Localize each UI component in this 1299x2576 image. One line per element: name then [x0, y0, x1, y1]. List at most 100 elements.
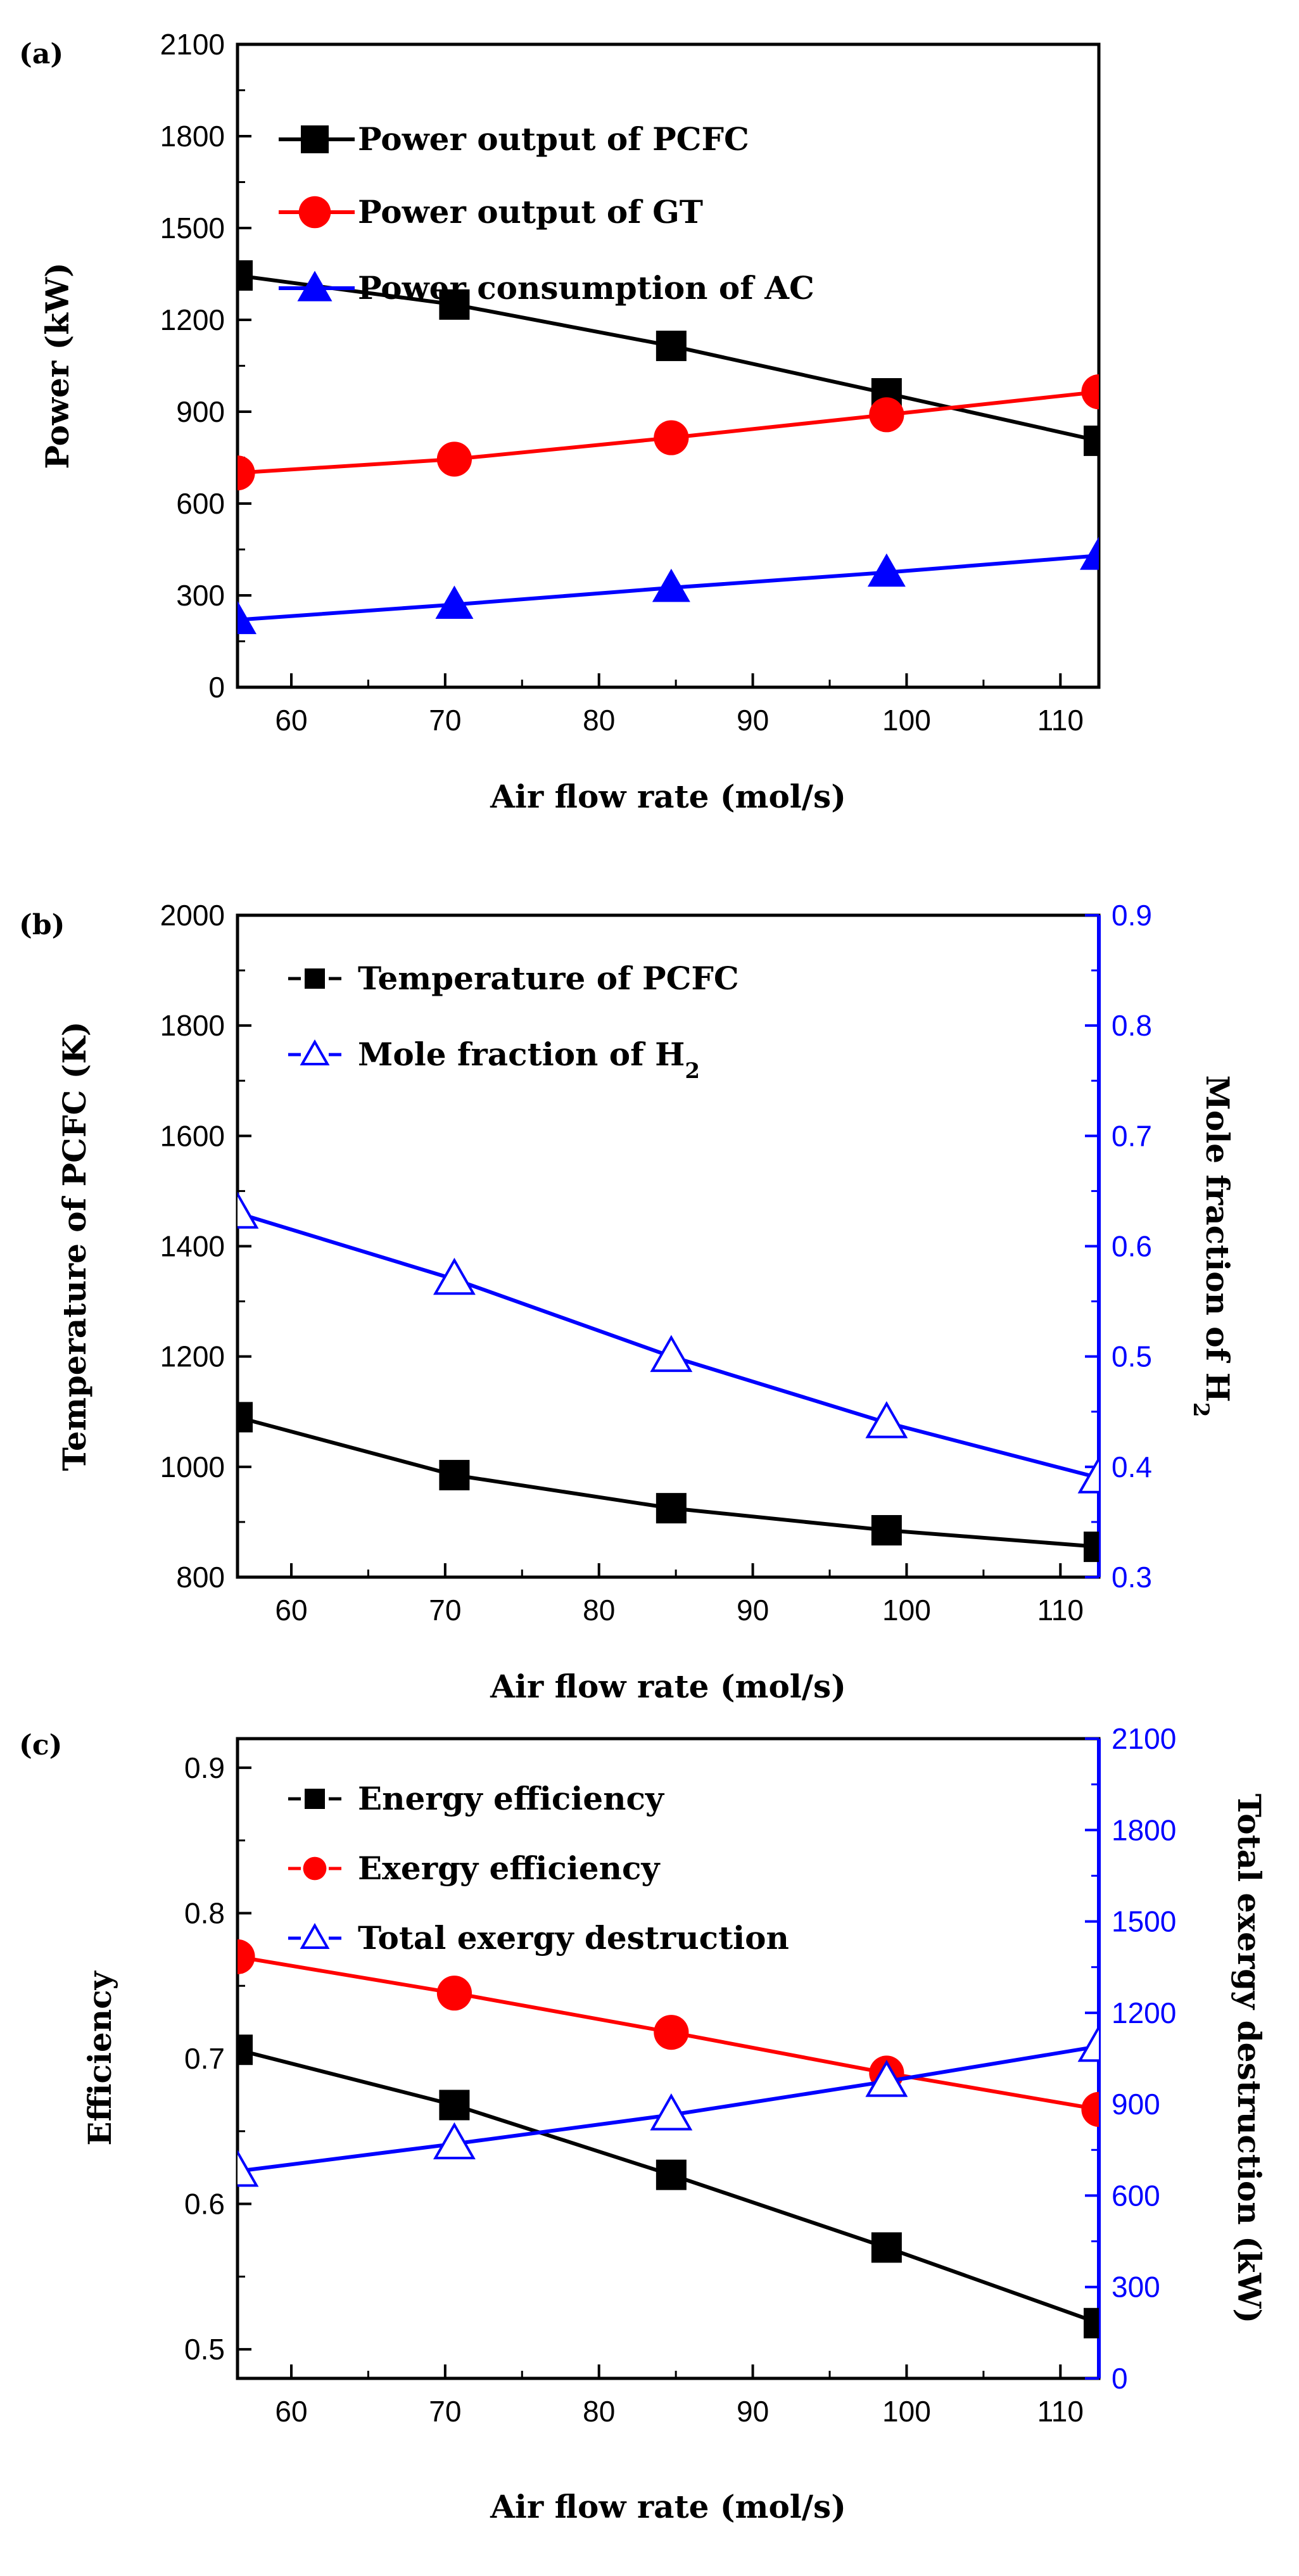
- legend-marker: [300, 1039, 330, 1065]
- y-tick-label: 0.9: [184, 1751, 225, 1784]
- legend-marker: [305, 1789, 325, 1809]
- legend-marker: [303, 1856, 327, 1881]
- data-point-power-output-of-gt-1: [436, 441, 472, 477]
- x-tick-label: 90: [737, 704, 769, 737]
- x-tick-label: 70: [429, 2395, 461, 2428]
- data-point-power-consumption-of-ac-4: [1080, 536, 1099, 570]
- data-point-exergy-efficiency-1: [436, 1976, 472, 2011]
- data-point-total-exergy-destruction-2: [650, 2093, 693, 2131]
- y-tick-label: 1200: [160, 303, 225, 336]
- y-axis-title: Efficiency: [81, 1970, 118, 2145]
- panel-label: (b): [19, 909, 65, 941]
- data-point-total-exergy-destruction-3: [865, 2060, 908, 2097]
- x-axis-title: Air flow rate (mol/s): [490, 2488, 846, 2525]
- x-tick-label: 110: [1037, 1594, 1084, 1627]
- x-tick-label: 80: [583, 1594, 615, 1627]
- legend-item-total-exergy-destruction: Total exergy destruction: [288, 1919, 789, 1957]
- chart-panel-b: (b) 60 70 80 90 100 110 800 1000 1200 1400 1600 1800…: [19, 899, 1236, 1705]
- data-point-mole-fraction-of-h2-4: [1077, 1456, 1099, 1494]
- y-tick-label: 300: [176, 579, 225, 612]
- y-tick-label: 2100: [160, 28, 225, 61]
- legend-item-power-consumption-of-ac: Power consumption of AC: [279, 269, 814, 307]
- series-line-temperature-of-pcfc: [238, 1415, 1099, 1549]
- series-exergy-efficiency: [238, 1939, 1099, 2127]
- data-point-mole-fraction-of-h2-3: [865, 1401, 908, 1438]
- legend-marker: [297, 270, 333, 301]
- x-tick-label: 80: [583, 704, 615, 737]
- y-tick-label: 0.7: [184, 2042, 225, 2075]
- legend-label: Mole fraction of H2: [358, 1036, 700, 1084]
- x-tick-label: 90: [737, 1594, 769, 1627]
- right-y-tick-label: 0.4: [1112, 1450, 1152, 1483]
- legend-label: Power output of PCFC: [358, 120, 749, 158]
- y-tick-label: 0.8: [184, 1896, 225, 1929]
- y-tick-label: 1400: [160, 1230, 225, 1263]
- y-tick-label: 0.5: [184, 2333, 225, 2366]
- data-point-energy-efficiency-4: [1084, 2307, 1099, 2338]
- x-tick-label: 80: [583, 2395, 615, 2428]
- data-point-energy-efficiency-1: [439, 2090, 470, 2121]
- x-tick-label: 70: [429, 704, 461, 737]
- legend-marker: [300, 1922, 330, 1949]
- y-tick-label: 900: [176, 395, 225, 428]
- y-tick-label: 1800: [160, 1009, 225, 1042]
- x-tick-label: 110: [1037, 704, 1084, 737]
- series-power-output-of-gt: [238, 374, 1099, 491]
- data-point-temperature-of-pcfc-0: [238, 1402, 253, 1433]
- right-y-tick-label: 900: [1112, 2088, 1160, 2121]
- legend-marker: [298, 196, 331, 229]
- plot-frame: [236, 1737, 1101, 2380]
- legend-item-exergy-efficiency: Exergy efficiency: [288, 1850, 661, 1887]
- x-axis-title: Air flow rate (mol/s): [490, 1668, 846, 1705]
- panel-label: (c): [19, 1729, 62, 1761]
- series-total-exergy-destruction: [238, 2024, 1099, 2187]
- y-tick-label: 0: [208, 671, 225, 704]
- data-point-temperature-of-pcfc-4: [1084, 1532, 1099, 1563]
- right-y-tick-label: 0: [1112, 2362, 1128, 2395]
- right-y-tick-label: 0.5: [1112, 1340, 1152, 1373]
- series-power-output-of-pcfc: [238, 260, 1099, 456]
- right-y-tick-label: 0.6: [1112, 1230, 1152, 1263]
- legend-item-temperature-of-pcfc: Temperature of PCFC: [288, 960, 739, 997]
- right-y-tick-label: 0.8: [1112, 1009, 1152, 1042]
- chart-panel-a: (a) 60 70 80 90 100 110 0 300 600 900 1200 1500 1800 2…: [19, 28, 1101, 815]
- x-tick-label: 60: [275, 1594, 307, 1627]
- legend-item-power-output-of-gt: Power output of GT: [279, 193, 703, 231]
- data-point-temperature-of-pcfc-2: [656, 1493, 687, 1524]
- y-tick-label: 1800: [160, 120, 225, 153]
- legend-item-power-output-of-pcfc: Power output of PCFC: [279, 120, 749, 158]
- x-tick-label: 60: [275, 2395, 307, 2428]
- x-tick-label: 90: [737, 2395, 769, 2428]
- series-energy-efficiency: [238, 2034, 1099, 2338]
- x-tick-label: 100: [882, 704, 931, 737]
- legend-label: Power output of GT: [358, 193, 703, 231]
- data-point-total-exergy-destruction-1: [433, 2122, 476, 2160]
- y-axis-title: Temperature of PCFC (K): [56, 1022, 93, 1471]
- x-tick-label: 100: [882, 2395, 931, 2428]
- y-tick-label: 1500: [160, 212, 225, 244]
- data-point-mole-fraction-of-h2-0: [238, 1191, 259, 1229]
- legend-marker: [305, 968, 325, 989]
- y-tick-label: 0.6: [184, 2188, 225, 2221]
- right-y-axis-title: Total exergy destruction (kW): [1231, 1794, 1268, 2323]
- data-point-mole-fraction-of-h2-1: [433, 1257, 476, 1295]
- panel-label: (a): [19, 38, 63, 70]
- right-y-tick-label: 0.9: [1112, 899, 1152, 932]
- right-y-tick-label: 1800: [1112, 1813, 1176, 1846]
- data-point-power-output-of-pcfc-2: [656, 331, 687, 362]
- x-tick-label: 70: [429, 1594, 461, 1627]
- series-temperature-of-pcfc: [238, 1402, 1099, 1563]
- y-tick-label: 800: [176, 1561, 225, 1594]
- right-y-tick-label: 0.7: [1112, 1119, 1152, 1152]
- data-point-mole-fraction-of-h2-2: [650, 1335, 693, 1373]
- plot-frame: [236, 913, 1101, 1579]
- legend-item-energy-efficiency: Energy efficiency: [288, 1780, 665, 1817]
- legend-item-mole-fraction-of-h2: Mole fraction of H2: [288, 1036, 700, 1084]
- data-point-power-output-of-pcfc-0: [238, 260, 253, 291]
- x-tick-label: 110: [1037, 2395, 1084, 2428]
- series-power-consumption-of-ac: [238, 536, 1099, 635]
- data-point-power-consumption-of-ac-1: [435, 585, 474, 619]
- right-y-tick-label: 0.3: [1112, 1561, 1152, 1594]
- data-point-temperature-of-pcfc-1: [439, 1459, 470, 1490]
